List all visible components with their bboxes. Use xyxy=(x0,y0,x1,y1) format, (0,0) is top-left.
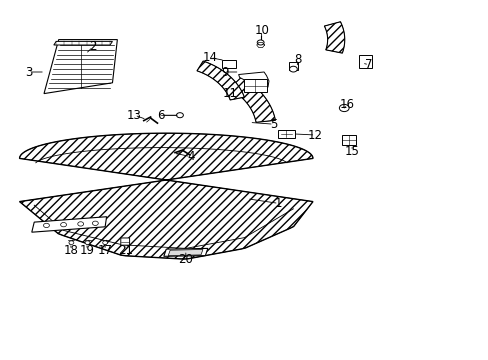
Text: 20: 20 xyxy=(178,253,193,266)
Circle shape xyxy=(339,104,348,112)
Text: 6: 6 xyxy=(157,109,165,122)
Text: 12: 12 xyxy=(307,129,322,141)
Text: 21: 21 xyxy=(118,244,132,257)
Circle shape xyxy=(43,223,49,228)
Polygon shape xyxy=(44,40,117,94)
Circle shape xyxy=(85,241,90,244)
Polygon shape xyxy=(324,22,344,53)
Text: 18: 18 xyxy=(63,244,78,257)
Circle shape xyxy=(78,222,83,226)
FancyBboxPatch shape xyxy=(244,79,266,92)
Text: 3: 3 xyxy=(25,66,33,78)
Polygon shape xyxy=(238,72,268,89)
FancyBboxPatch shape xyxy=(121,238,129,245)
Polygon shape xyxy=(20,133,312,259)
Polygon shape xyxy=(54,41,112,45)
Text: 16: 16 xyxy=(339,98,354,111)
Circle shape xyxy=(176,113,183,118)
FancyBboxPatch shape xyxy=(288,62,298,70)
Circle shape xyxy=(92,221,98,225)
FancyBboxPatch shape xyxy=(359,55,371,68)
FancyBboxPatch shape xyxy=(222,60,236,68)
Circle shape xyxy=(61,222,66,227)
Text: 14: 14 xyxy=(203,51,217,64)
FancyBboxPatch shape xyxy=(342,135,355,145)
Text: 13: 13 xyxy=(127,109,142,122)
Circle shape xyxy=(102,241,107,244)
Polygon shape xyxy=(197,61,244,100)
Polygon shape xyxy=(168,249,203,256)
FancyBboxPatch shape xyxy=(277,130,294,138)
Text: 9: 9 xyxy=(221,66,228,78)
Text: 2: 2 xyxy=(89,40,97,53)
Text: 19: 19 xyxy=(80,244,94,257)
Circle shape xyxy=(69,241,74,244)
Text: 5: 5 xyxy=(269,118,277,131)
Polygon shape xyxy=(32,217,106,232)
Text: 11: 11 xyxy=(222,87,237,100)
Text: 15: 15 xyxy=(344,145,359,158)
Polygon shape xyxy=(229,77,275,122)
Text: 8: 8 xyxy=(294,53,302,66)
Text: 10: 10 xyxy=(254,24,268,37)
Text: 4: 4 xyxy=(186,150,194,163)
Circle shape xyxy=(257,40,264,45)
Text: 1: 1 xyxy=(274,197,282,210)
Text: 17: 17 xyxy=(98,244,112,257)
Circle shape xyxy=(289,66,297,72)
Text: 7: 7 xyxy=(365,58,372,71)
Polygon shape xyxy=(163,248,207,256)
